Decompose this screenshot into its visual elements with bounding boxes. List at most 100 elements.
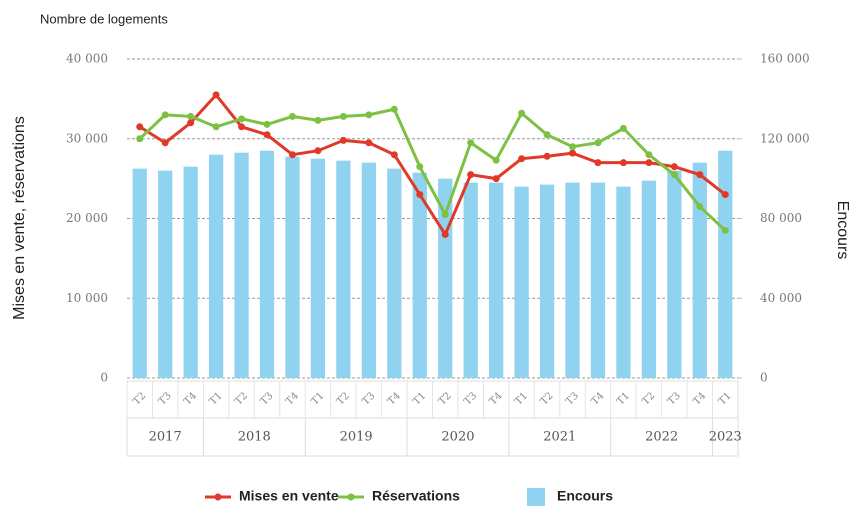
point: [619, 124, 627, 132]
point: [416, 163, 424, 171]
x-tick-label: T4: [691, 390, 708, 407]
point: [441, 211, 449, 219]
point: [263, 120, 271, 128]
point: [136, 123, 144, 131]
point: [492, 156, 500, 164]
bar: [641, 180, 657, 378]
point: [416, 191, 424, 199]
point: [543, 152, 551, 160]
point: [212, 123, 220, 131]
bar: [412, 172, 427, 378]
point: [645, 159, 653, 167]
point: [594, 139, 602, 147]
x-tick-label: T1: [411, 390, 428, 407]
x-tick-label: T3: [157, 390, 174, 407]
y2-tick-label: 0: [760, 371, 768, 385]
y2-tick-label: 40 000: [760, 291, 802, 305]
year-label: 2018: [238, 430, 271, 445]
year-label: 2021: [543, 430, 576, 445]
point: [569, 143, 577, 151]
point: [670, 163, 678, 171]
point: [619, 159, 627, 167]
legend-swatch: [347, 493, 355, 501]
y-tick-label: 10 000: [66, 291, 108, 305]
line: [138, 92, 727, 238]
point: [187, 112, 195, 120]
bar: [438, 178, 453, 378]
y2-axis-title: Encours: [834, 201, 851, 260]
bar: [285, 156, 300, 378]
x-tick-label: T4: [182, 390, 199, 407]
legend-swatch: [214, 493, 222, 501]
point: [161, 111, 169, 119]
point: [492, 175, 500, 183]
x-tick-label: T4: [386, 390, 403, 407]
bar: [718, 150, 733, 378]
point: [696, 203, 704, 211]
point: [518, 109, 526, 117]
x-tick-label: T1: [309, 390, 326, 407]
point: [441, 230, 449, 238]
point: [339, 112, 347, 120]
x-tick-label: T3: [259, 390, 276, 407]
x-tick-label: T1: [513, 390, 530, 407]
point: [161, 139, 169, 147]
y-tick-label: 40 000: [66, 52, 108, 66]
x-tick-label: T2: [437, 390, 454, 407]
point: [518, 155, 526, 163]
point: [212, 91, 220, 99]
bar: [539, 184, 555, 378]
x-tick-label: T4: [284, 390, 301, 407]
bar: [565, 182, 580, 378]
x-tick-label: T1: [615, 390, 632, 407]
x-tick-label: T2: [233, 390, 250, 407]
bar: [234, 152, 249, 378]
x-tick-label: T4: [589, 390, 606, 407]
point: [543, 131, 551, 139]
point: [390, 105, 398, 113]
point: [136, 135, 144, 143]
point: [339, 136, 347, 144]
bar: [183, 166, 198, 378]
x-tick-label: T1: [208, 390, 225, 407]
bar: [514, 186, 529, 378]
y2-tick-label: 120 000: [760, 131, 810, 145]
bar: [158, 170, 173, 378]
x-tick-label: T3: [666, 390, 683, 407]
point: [263, 131, 271, 139]
point: [314, 116, 322, 124]
bar: [336, 160, 351, 378]
x-tick-label: T1: [717, 390, 734, 407]
year-label: 2017: [149, 430, 182, 445]
point: [288, 112, 296, 120]
point: [721, 191, 729, 199]
point: [390, 151, 398, 159]
point: [696, 171, 704, 179]
x-tick-label: T3: [564, 390, 581, 407]
point: [645, 151, 653, 159]
point: [187, 119, 195, 127]
x-tick-label: T2: [640, 390, 657, 407]
year-label: 2020: [441, 430, 474, 445]
x-tick-label: T4: [488, 390, 505, 407]
legend-label: Mises en vente: [239, 488, 339, 504]
y2-tick-label: 160 000: [760, 52, 810, 66]
line: [138, 107, 727, 232]
year-label: 2022: [645, 430, 678, 445]
bar: [489, 182, 504, 378]
point: [238, 123, 246, 131]
legend-label: Réservations: [372, 488, 460, 504]
point: [365, 139, 373, 147]
chart-title: Nombre de logements: [40, 11, 168, 26]
point: [721, 226, 729, 234]
point: [467, 171, 475, 179]
x-tick-label: T3: [462, 390, 479, 407]
bar: [590, 182, 606, 378]
point: [467, 139, 475, 147]
point: [670, 171, 678, 179]
x-tick-label: T2: [539, 390, 556, 407]
y-tick-label: 20 000: [66, 211, 108, 225]
y-axis-title: Mises en vente, réservations: [11, 116, 28, 320]
point: [314, 147, 322, 155]
